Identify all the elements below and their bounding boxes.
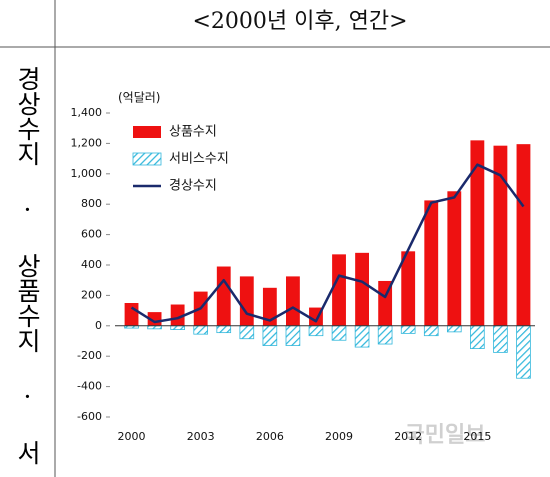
legend-label: 서비스수지 — [169, 152, 229, 167]
bar — [193, 325, 209, 335]
bar — [377, 325, 393, 345]
bar — [470, 140, 485, 326]
x-tick-label: 2015 — [463, 430, 491, 443]
bar — [262, 287, 277, 326]
legend-swatch — [133, 126, 161, 138]
title: <2000년 이후, 연간> — [192, 9, 407, 34]
y-tick-label: 600 — [81, 228, 102, 241]
bar — [355, 252, 369, 326]
y-tick-label: -200 — [77, 349, 102, 362]
x-tick-label: 2009 — [325, 430, 353, 443]
bar — [308, 325, 324, 337]
line — [130, 163, 525, 324]
bar — [331, 325, 347, 341]
bar — [470, 325, 485, 349]
legend-swatch — [132, 152, 162, 166]
bar — [285, 325, 301, 346]
bar — [401, 251, 416, 326]
y-tick-label: 0 — [95, 319, 102, 332]
y-tick-label: 400 — [81, 258, 102, 271]
x-tick-label: 2012 — [394, 430, 422, 443]
x-tick-label: 2000 — [118, 430, 146, 443]
x-tick-label: 2006 — [256, 430, 284, 443]
bar — [447, 191, 462, 326]
y-tick-label: 800 — [81, 197, 102, 210]
bar — [516, 144, 531, 326]
bar — [170, 325, 185, 330]
y-tick-label: 1,400 — [71, 106, 103, 119]
bar — [423, 325, 439, 337]
bar — [262, 325, 278, 346]
bar — [286, 276, 300, 326]
x-tick-label: 2003 — [187, 430, 215, 443]
y-tick-label: 1,200 — [71, 136, 103, 149]
bar — [446, 325, 462, 333]
y-tick-label: 1,000 — [71, 167, 103, 180]
bar — [170, 304, 185, 326]
y-tick-label: 200 — [81, 288, 102, 301]
watermark: 국민일보 — [405, 423, 486, 448]
bar — [216, 325, 232, 334]
bar — [493, 145, 508, 326]
bar — [216, 266, 231, 326]
bar — [516, 325, 531, 379]
legend-label: 상품수지 — [169, 125, 217, 140]
bar — [332, 254, 346, 326]
bar — [400, 325, 416, 334]
bar — [239, 276, 254, 326]
y-tick-label: -400 — [77, 380, 102, 393]
bar — [354, 325, 370, 348]
bar — [239, 325, 255, 340]
unit-label: (억달러) — [118, 91, 160, 105]
bar — [124, 303, 139, 326]
bar — [493, 325, 508, 353]
bar — [424, 200, 439, 326]
side-label: 경상수지 · 상품수지 · 서비스수지 — [13, 65, 42, 465]
legend-label: 경상수지 — [169, 179, 217, 194]
y-tick-label: -600 — [77, 410, 102, 423]
